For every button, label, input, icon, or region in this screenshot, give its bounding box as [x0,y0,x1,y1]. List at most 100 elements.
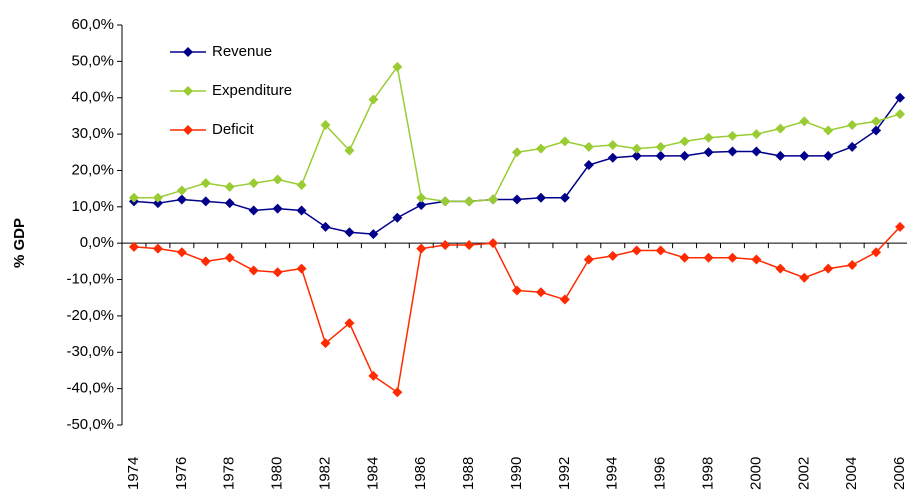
x-tick-label: 1994 [604,457,621,490]
data-point [512,285,523,296]
data-point [248,265,259,276]
data-point [152,243,163,254]
y-tick-label: 20,0% [71,161,114,178]
data-point [679,252,690,263]
data-point [464,196,475,207]
data-point [152,192,163,203]
y-tick-label: -40,0% [66,380,114,397]
data-point [272,174,283,185]
data-point [727,146,738,157]
data-point [727,130,738,141]
data-point [296,263,307,274]
data-point [871,125,882,136]
data-point [583,254,594,265]
data-point [224,181,235,192]
data-point [823,150,834,161]
data-point [512,194,523,205]
data-point [871,247,882,258]
data-point [751,146,762,157]
data-point [703,132,714,143]
legend-marker [183,47,193,57]
data-point [847,260,858,270]
data-point [248,178,259,189]
legend-label: Revenue [212,43,272,60]
x-tick-label: 1986 [412,457,429,490]
data-point [296,180,307,190]
data-point [847,141,858,152]
data-point [535,143,546,154]
y-tick-label: 50,0% [71,52,114,69]
data-point [799,272,810,283]
data-point [416,192,427,203]
data-point [488,194,499,205]
legend-marker [183,86,193,96]
data-point [799,150,810,161]
data-point [847,120,858,130]
data-point [559,192,570,203]
data-point [176,247,187,258]
data-point [440,240,451,250]
data-point [775,263,786,274]
x-tick-label: 2004 [843,457,860,490]
data-point [727,252,738,263]
data-point [607,152,618,163]
data-point [607,250,618,261]
y-tick-label: -20,0% [66,307,114,324]
data-point [655,141,666,152]
data-point [631,143,642,154]
x-tick-label: 1996 [652,457,669,490]
y-tick-label: 30,0% [71,125,114,142]
x-tick-label: 1976 [173,457,190,490]
data-point [559,136,570,147]
data-point [248,205,259,216]
data-point [895,221,906,232]
data-point [392,61,403,72]
data-point [176,185,187,196]
data-point [320,221,331,232]
y-tick-label: 60,0% [71,16,114,33]
data-point [823,263,834,274]
data-point [559,294,570,305]
data-point [224,198,235,209]
data-point [200,256,211,267]
data-point [535,192,546,203]
data-point [512,147,523,158]
data-point [464,240,475,250]
x-tick-label: 1998 [699,457,716,490]
data-point [895,109,906,120]
x-tick-label: 1984 [364,457,381,490]
data-point [703,252,714,263]
legend-label: Deficit [212,121,255,138]
x-tick-label: 1982 [316,457,333,490]
data-point [607,140,618,150]
data-point [344,227,355,238]
data-point [631,245,642,256]
data-point [392,387,403,398]
data-point [368,229,379,240]
data-point [176,194,187,205]
data-point [416,200,427,210]
data-point [344,318,355,329]
x-tick-label: 1992 [556,457,573,490]
data-point [296,205,307,216]
data-point [272,203,283,214]
y-tick-label: 10,0% [71,198,114,215]
data-point [751,254,762,265]
data-point [272,267,283,278]
series-line [133,226,901,394]
data-point [751,129,762,140]
data-point [823,125,834,136]
data-point [128,241,139,252]
y-tick-label: -30,0% [66,343,114,360]
data-point [895,92,906,103]
x-tick-label: 1980 [269,457,286,490]
y-tick-label: 40,0% [71,89,114,106]
series-line [133,97,901,235]
data-point [368,94,379,105]
data-point [679,136,690,147]
data-point [488,238,499,249]
data-point [392,212,403,223]
legend-label: Expenditure [212,82,292,99]
data-point [631,150,642,161]
data-point [320,120,331,130]
